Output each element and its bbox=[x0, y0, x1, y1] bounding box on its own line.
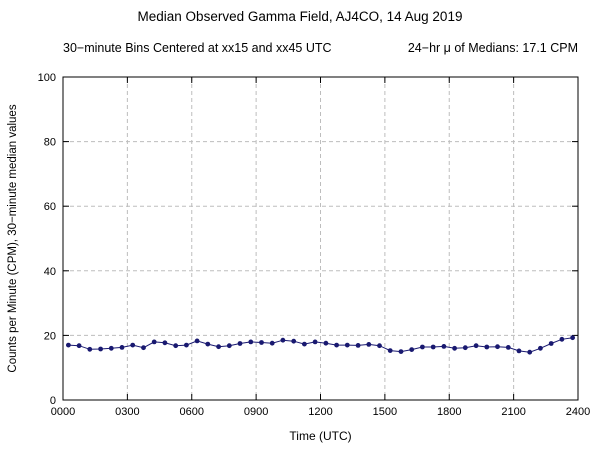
chart-subtitle: 30−minute Bins Centered at xx15 and xx45… bbox=[63, 41, 578, 55]
x-tick-label: 0300 bbox=[115, 406, 139, 418]
y-tick-label: 100 bbox=[38, 72, 56, 84]
data-point bbox=[119, 345, 125, 350]
data-point bbox=[377, 343, 382, 349]
data-point bbox=[162, 340, 168, 346]
subtitle-mean: 24−hr μ of Medians: 17.1 CPM bbox=[407, 41, 578, 55]
data-point bbox=[323, 340, 329, 346]
data-point bbox=[108, 345, 114, 351]
data-point bbox=[259, 340, 264, 345]
x-tick-label: 0000 bbox=[51, 406, 75, 418]
y-tick-label: 60 bbox=[44, 201, 56, 213]
data-point bbox=[334, 342, 339, 348]
data-point bbox=[87, 346, 93, 352]
data-point bbox=[151, 339, 157, 345]
data-point bbox=[184, 342, 189, 348]
data-point bbox=[280, 337, 286, 343]
data-point bbox=[420, 344, 425, 350]
data-point bbox=[538, 345, 543, 351]
data-point bbox=[452, 345, 457, 351]
data-series bbox=[66, 335, 575, 355]
data-point bbox=[312, 339, 318, 345]
data-point bbox=[484, 344, 490, 350]
x-tick-label: 1500 bbox=[373, 406, 397, 418]
data-point bbox=[409, 347, 415, 352]
x-tick-label: 1800 bbox=[437, 406, 461, 418]
subtitle-bins: 30−minute Bins Centered at xx15 and xx45… bbox=[63, 41, 332, 55]
data-point bbox=[98, 346, 103, 352]
data-point bbox=[269, 340, 275, 346]
data-point bbox=[130, 342, 136, 348]
data-point bbox=[559, 336, 565, 342]
data-point bbox=[548, 341, 554, 346]
y-axis-title: Counts per Minute (CPM), 30−minute media… bbox=[7, 104, 19, 372]
x-tick-label: 1200 bbox=[308, 406, 332, 418]
data-point bbox=[398, 349, 404, 354]
data-point bbox=[216, 344, 222, 350]
y-tick-label: 40 bbox=[44, 266, 56, 278]
plot-border bbox=[62, 76, 579, 401]
data-point bbox=[76, 343, 82, 349]
data-point bbox=[205, 341, 211, 347]
data-point bbox=[387, 348, 393, 353]
data-point bbox=[462, 345, 468, 351]
x-tick-label: 2100 bbox=[501, 406, 525, 418]
data-point bbox=[527, 349, 533, 355]
data-point bbox=[505, 345, 511, 350]
x-axis-title: Time (UTC) bbox=[289, 429, 351, 443]
data-point bbox=[291, 338, 297, 344]
data-point bbox=[194, 338, 200, 344]
y-tick-label: 80 bbox=[44, 137, 56, 149]
data-point bbox=[473, 343, 479, 349]
chart-title: Median Observed Gamma Field, AJ4CO, 14 A… bbox=[137, 9, 463, 24]
data-point bbox=[430, 344, 436, 350]
x-tick-label: 2400 bbox=[566, 406, 590, 418]
data-point bbox=[248, 339, 254, 345]
data-point bbox=[302, 341, 307, 347]
data-point bbox=[173, 343, 179, 349]
data-point bbox=[441, 344, 447, 349]
data-point bbox=[570, 335, 575, 341]
plot-frame bbox=[62, 76, 579, 401]
x-tick-label: 0900 bbox=[244, 406, 268, 418]
data-point bbox=[516, 348, 522, 354]
data-point bbox=[66, 342, 71, 348]
tick-labels: 0000 0300 0600 0900 1200 1500 1800 2100 2400 0 20 4… bbox=[38, 72, 591, 418]
x-tick-label: 0600 bbox=[180, 406, 204, 418]
data-point bbox=[355, 343, 361, 348]
data-point bbox=[226, 343, 232, 349]
grid-lines bbox=[63, 77, 578, 400]
data-point bbox=[366, 342, 372, 347]
data-point bbox=[495, 344, 500, 350]
data-point bbox=[237, 341, 243, 346]
data-point bbox=[141, 345, 146, 351]
data-point bbox=[344, 342, 350, 348]
y-tick-label: 0 bbox=[50, 395, 56, 407]
y-tick-label: 20 bbox=[44, 330, 56, 342]
